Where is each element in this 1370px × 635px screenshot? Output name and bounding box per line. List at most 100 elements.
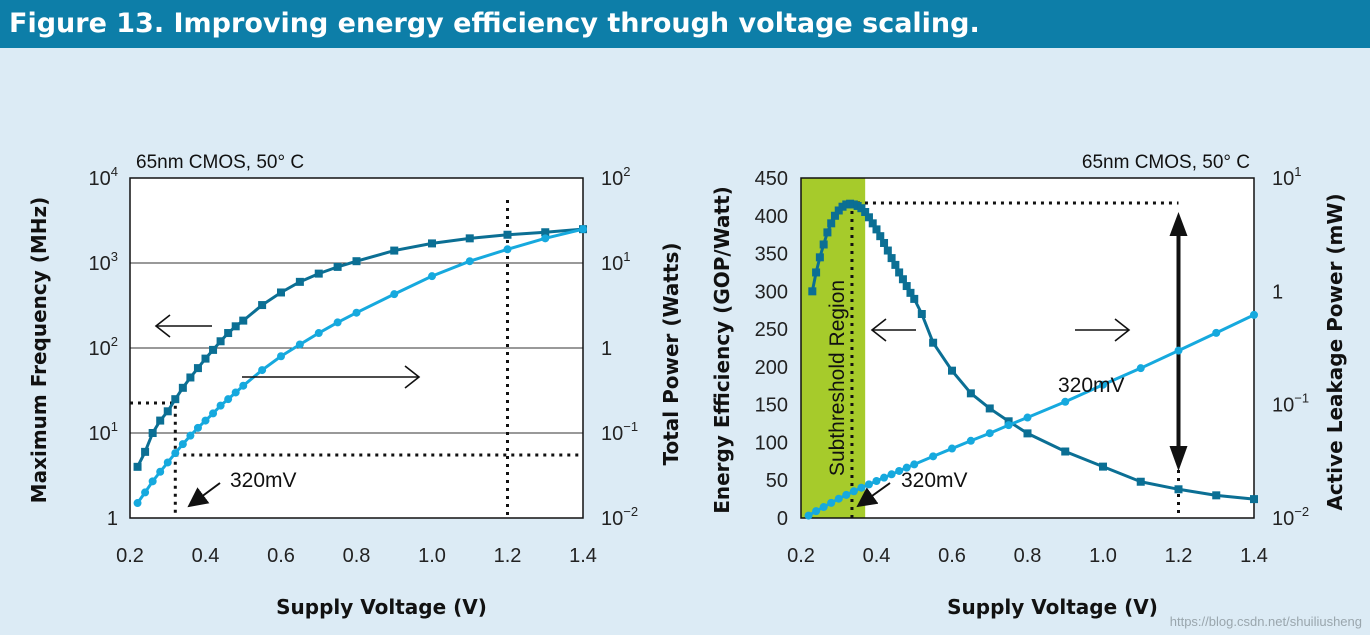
chart-1-power-point: [258, 366, 267, 375]
chart-2-leakage-point: [849, 487, 858, 496]
chart-2-x-tick-label: 1.2: [1165, 545, 1193, 567]
chart-2-x-tick-label: 1.4: [1240, 545, 1268, 567]
chart-2-y2-tick-label: 1: [1272, 281, 1283, 303]
chart-2-leakage-point: [1004, 421, 1013, 430]
chart-1: 1 101 102 103 104 10−2 10−1 1 101 102 0.2 0.4 0.6 0.8…: [27, 152, 683, 619]
chart-2-leakage-point: [902, 463, 911, 472]
chart-2-efficiency-point: [827, 219, 836, 228]
chart-1-power-point: [541, 234, 550, 243]
chart-1-frame: [129, 177, 584, 519]
chart-1-power-point: [314, 329, 323, 338]
chart-2-efficiency-point: [891, 260, 900, 269]
chart-2-leakage-point: [872, 477, 881, 486]
chart-2-y-tick-label: 200: [755, 357, 788, 379]
chart-2-y-tick-label: 250: [755, 319, 788, 341]
chart-1-frequency-point: [156, 416, 165, 425]
chart-1-y-tick-label: 102: [89, 334, 118, 360]
chart-1-power-point: [465, 257, 474, 266]
chart-1-right-arrow-head: [404, 365, 421, 389]
chart-2-leakage-point: [1099, 380, 1107, 389]
chart-2-efficiency-point: [1023, 429, 1032, 438]
chart-1-y-tick-label: 1: [107, 508, 118, 530]
chart-2-y-tick-label: 300: [755, 281, 788, 303]
chart-2-leakage-point: [1136, 364, 1145, 373]
chart-1-power-point: [239, 381, 248, 390]
chart-1-frequency-point: [295, 277, 304, 286]
chart-2-leakage-point: [857, 483, 866, 492]
chart-1-y2-tick-label: 101: [601, 249, 630, 275]
chart-2-leakage-point: [812, 507, 821, 516]
chart-2-efficiency-point: [1212, 491, 1221, 500]
chart-2-efficiency-point: [902, 282, 911, 291]
chart-1-frequency-point: [171, 395, 180, 404]
chart-2-ratio-arrow-head-top: [1169, 212, 1188, 236]
chart-1-frequency-point: [216, 337, 225, 346]
chart-1-power-point: [216, 401, 225, 410]
chart-2-leakage-point: [1250, 310, 1258, 319]
chart-2-y-tick-label: 450: [755, 168, 788, 190]
chart-1-power-point: [133, 499, 142, 508]
chart-2-efficiency-point: [868, 219, 877, 228]
chart-1-frequency-point: [277, 288, 285, 297]
chart-1-x-axis-title: Supply Voltage (V): [276, 595, 487, 619]
chart-1-annotation-320mv: 320mV: [230, 469, 297, 492]
chart-1-y2-axis-title: Total Power (Watts): [659, 242, 683, 465]
chart-2-x-tick-label: 0.4: [863, 545, 891, 567]
chart-2-y-tick-label: 400: [755, 206, 788, 228]
chart-1-x-tick-label: 1.0: [418, 545, 446, 567]
chart-2-leakage-point: [1061, 397, 1070, 406]
chart-2-title: 65nm CMOS, 50° C: [1082, 152, 1250, 173]
chart-1-title: 65nm CMOS, 50° C: [136, 152, 304, 173]
chart-2-leakage-point: [910, 460, 919, 469]
chart-2-y2-axis-title: Active Leakage Power (mW): [1323, 193, 1347, 510]
chart-1-x-tick-label: 1.4: [569, 545, 597, 567]
chart-2-efficiency-point: [1099, 462, 1107, 471]
chart-1-x-tick-label: 0.2: [116, 545, 144, 567]
chart-2-x-tick-label: 1.0: [1089, 545, 1117, 567]
chart-1-frequency-point: [141, 447, 150, 456]
chart-1-annotation-arrow: [187, 482, 221, 508]
chart-1-y2-tick-label: 102: [601, 164, 630, 190]
chart-2-efficiency-point: [830, 211, 839, 220]
chart-1-frequency-point: [178, 383, 187, 392]
chart-2-ratio-arrow-head-bottom: [1169, 446, 1188, 471]
chart-2-efficiency-point: [812, 268, 821, 277]
chart-2-efficiency-point: [876, 232, 885, 241]
chart-1-power-point: [503, 245, 512, 254]
chart-1-power-point: [186, 431, 195, 440]
chart-2-efficiency-point: [1250, 495, 1258, 504]
chart-1-frequency-point: [541, 228, 550, 237]
chart-2-y2-tick-label: 101: [1272, 164, 1301, 190]
chart-2-left-arrow-head: [870, 318, 887, 342]
chart-1-power-point: [428, 272, 436, 281]
chart-2-y-tick-label: 0: [777, 508, 788, 530]
chart-2-efficiency-point: [880, 238, 889, 247]
chart-1-frequency-point: [503, 230, 512, 239]
chart-2-efficiency-point: [808, 287, 817, 296]
chart-2-efficiency-point: [985, 404, 994, 413]
chart-1-power-point: [333, 318, 342, 327]
chart-1-power-point: [178, 440, 187, 449]
chart-1-x-tick-label: 0.8: [343, 545, 371, 567]
chart-2-efficiency-point: [910, 294, 919, 303]
chart-1-power-point: [193, 423, 202, 432]
chart-2-leakage-point: [864, 480, 873, 489]
chart-2-x-tick-label: 0.8: [1014, 545, 1042, 567]
chart-2-subthreshold-region: [801, 178, 866, 518]
chart-1-frequency-point: [148, 429, 157, 437]
chart-2-y2-tick-label: 10−2: [1272, 504, 1309, 530]
chart-1-frequency-point: [133, 462, 142, 471]
chart-2-efficiency-point: [823, 228, 832, 237]
chart-1-power-point: [231, 388, 240, 397]
chart-1-x-tick-label: 0.4: [192, 545, 220, 567]
chart-2-leakage-point: [1174, 346, 1183, 355]
chart-1-x-tick-label: 0.6: [267, 545, 295, 567]
chart-2-leakage-point: [834, 494, 843, 503]
chart-2-annotation-320mv-ratio: 320mV: [1058, 374, 1125, 397]
watermark-text: https://blog.csdn.net/shuiliusheng: [1170, 614, 1362, 629]
chart-1-power-point: [224, 395, 233, 404]
chart-2-efficiency-point: [929, 338, 938, 347]
chart-2-y-tick-label: 100: [755, 432, 788, 454]
chart-2-y-tick-label: 50: [766, 470, 788, 492]
